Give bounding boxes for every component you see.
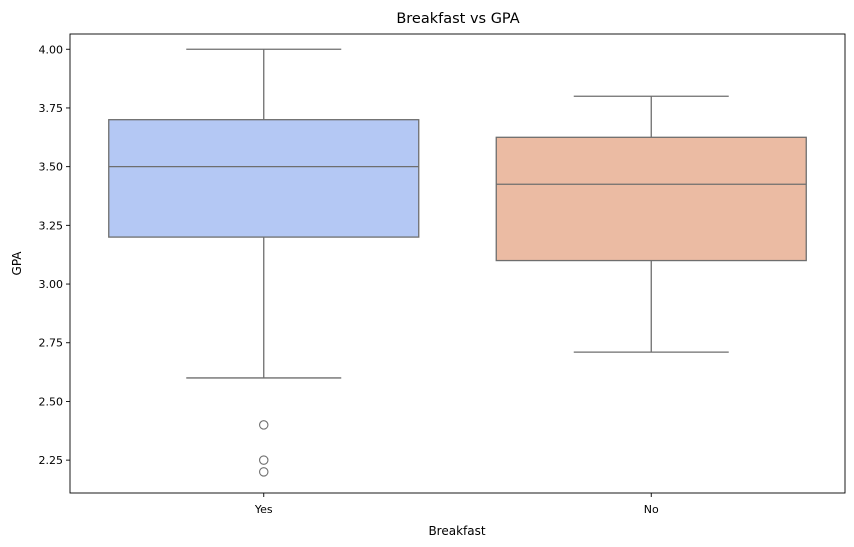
plot-frame xyxy=(69,33,846,494)
outlier-point xyxy=(258,455,269,465)
y-tick-label: 3.50 xyxy=(39,161,64,174)
y-axis: 2.25 2.50 2.75 3.00 3.25 3.50 3.75 4.00 xyxy=(39,43,70,467)
x-tick-label: No xyxy=(644,503,659,516)
y-tick-label: 2.50 xyxy=(39,395,64,408)
iqr-box xyxy=(495,136,807,262)
plot-area xyxy=(108,48,807,477)
y-tick-label: 4.00 xyxy=(39,43,64,56)
x-axis: Yes No xyxy=(254,493,659,516)
y-tick-label: 3.75 xyxy=(39,102,64,115)
y-tick-label: 3.25 xyxy=(39,219,64,232)
box-group-no xyxy=(495,95,807,353)
outlier-point xyxy=(258,420,269,430)
outlier-point xyxy=(258,467,269,477)
y-tick-label: 2.25 xyxy=(39,454,64,467)
x-tick-label: Yes xyxy=(254,503,273,516)
y-tick-label: 2.75 xyxy=(39,337,64,350)
chart-title: Breakfast vs GPA xyxy=(396,11,519,27)
box-group-yes xyxy=(108,48,420,477)
y-tick-label: 3.00 xyxy=(39,278,64,291)
y-axis-label: GPA xyxy=(10,251,24,276)
x-axis-label: Breakfast xyxy=(428,524,485,538)
iqr-box xyxy=(108,119,420,238)
